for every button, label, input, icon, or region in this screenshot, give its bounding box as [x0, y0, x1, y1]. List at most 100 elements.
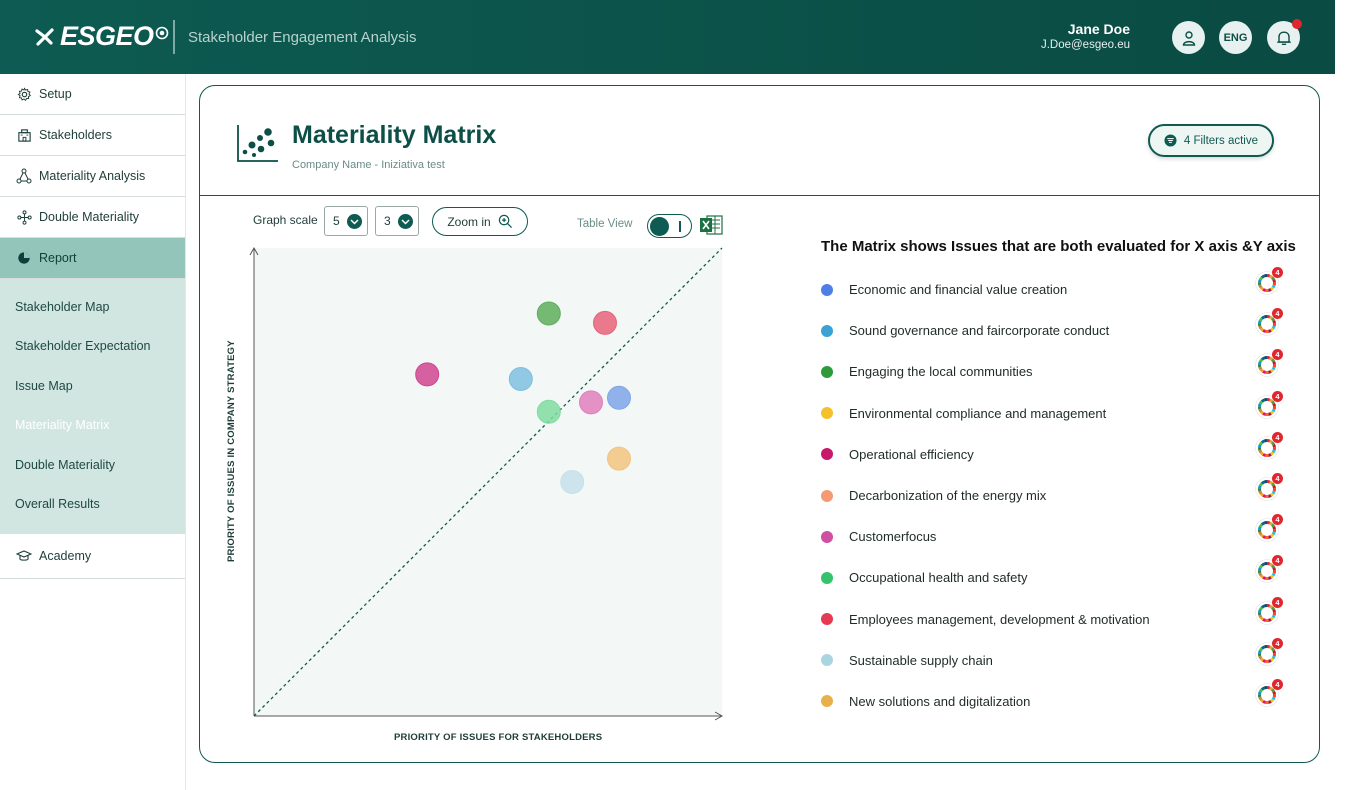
- gear-icon: [16, 86, 32, 102]
- app-section-title: Stakeholder Engagement Analysis: [188, 29, 417, 46]
- legend-color-dot: [821, 324, 833, 337]
- legend-item: Sustainable supply chain 4: [820, 637, 1283, 681]
- data-point-4[interactable]: [508, 367, 533, 391]
- network-icon: [16, 168, 32, 184]
- excel-export-icon[interactable]: [699, 214, 723, 241]
- materiality-matrix-chart: [249, 246, 724, 721]
- sdg-count-badge: 4: [1272, 308, 1283, 320]
- chevron-down-icon: [347, 214, 362, 229]
- legend-label: Occupational health and safety: [849, 570, 1028, 586]
- page-title: Materiality Matrix: [292, 121, 497, 149]
- building-icon: [16, 127, 32, 143]
- data-point-8[interactable]: [607, 446, 631, 471]
- legend-label: Employees management, development & moti…: [849, 611, 1150, 627]
- table-view-toggle[interactable]: [647, 214, 692, 238]
- data-point-3[interactable]: [415, 362, 440, 387]
- scale-x-select[interactable]: 5: [324, 206, 368, 236]
- materiality-matrix-card: Materiality Matrix Company Name - Inizia…: [199, 85, 1320, 763]
- sidebar-item-academy[interactable]: Academy: [0, 534, 185, 579]
- sdg-count-badge: 4: [1272, 472, 1283, 484]
- data-point-5[interactable]: [607, 385, 631, 410]
- sidebar-item-label: Materiality Analysis: [39, 169, 146, 183]
- legend-color-dot: [821, 448, 833, 461]
- sdg-wheel-icon[interactable]: 4: [1255, 472, 1283, 501]
- submenu-item-stakeholder-expectation[interactable]: Stakeholder Expectation: [15, 339, 151, 354]
- sdg-wheel-icon[interactable]: 4: [1255, 267, 1283, 295]
- submenu-item-issue-map[interactable]: Issue Map: [15, 378, 73, 393]
- scatter-chart-icon: [237, 124, 279, 167]
- legend-label: Engaging the local communities: [849, 364, 1033, 380]
- profile-button[interactable]: [1172, 21, 1205, 54]
- nodes-icon: [16, 209, 32, 225]
- legend-item: Engaging the local communities 4: [820, 349, 1283, 392]
- notification-dot: [1292, 19, 1302, 29]
- legend-item: Customerfocus 4: [820, 514, 1283, 557]
- sdg-wheel-icon[interactable]: 4: [1255, 596, 1283, 625]
- sdg-wheel-icon[interactable]: 4: [1255, 431, 1283, 460]
- legend-item: New solutions and digitalization 4: [820, 678, 1283, 722]
- legend-label: Sound governance and faircorporate condu…: [849, 323, 1110, 339]
- y-axis-arrow: [249, 246, 259, 256]
- diagonal-reference-line: [253, 247, 723, 717]
- sidebar-item-stakeholders[interactable]: Stakeholders: [0, 115, 185, 156]
- submenu-item-materiality-matrix[interactable]: Materiality Matrix: [15, 418, 110, 433]
- zoom-in-icon: [498, 214, 513, 229]
- data-point-1[interactable]: [536, 301, 561, 326]
- data-point-2[interactable]: [593, 310, 617, 335]
- toggle-bar: [679, 221, 681, 232]
- table-view-label: Table View: [577, 218, 633, 230]
- notifications-button[interactable]: [1267, 19, 1302, 54]
- submenu-item-double-materiality[interactable]: Double Materiality: [15, 457, 116, 472]
- legend-item: Decarbonization of the energy mix 4: [820, 472, 1283, 516]
- data-point-9[interactable]: [560, 470, 585, 494]
- legend-color-dot: [821, 407, 833, 420]
- legend-item: Economic and financial value creation 4: [820, 267, 1283, 310]
- esgeo-logo[interactable]: ESGEO: [34, 16, 169, 56]
- legend-label: New solutions and digitalization: [849, 693, 1031, 709]
- sdg-count-badge: 4: [1272, 349, 1283, 361]
- sdg-wheel-icon[interactable]: 4: [1255, 678, 1283, 707]
- scale-x-value: 5: [333, 214, 340, 228]
- legend-color-dot: [821, 283, 833, 296]
- scale-y-value: 3: [384, 214, 391, 228]
- graph-scale-label: Graph scale: [253, 213, 318, 227]
- header-divider: [173, 20, 175, 54]
- logo-text: ESGEO: [60, 20, 154, 51]
- zoom-in-button[interactable]: Zoom in: [432, 207, 528, 236]
- legend-color-dot: [821, 654, 833, 667]
- user-icon: [1182, 30, 1195, 46]
- submenu-item-overall-results[interactable]: Overall Results: [15, 497, 100, 512]
- sdg-wheel-icon[interactable]: 4: [1255, 637, 1283, 666]
- sdg-wheel-icon[interactable]: 4: [1255, 349, 1283, 378]
- legend-item: Operational efficiency 4: [820, 431, 1283, 475]
- language-button[interactable]: ENG: [1219, 21, 1252, 54]
- card-header: Materiality Matrix Company Name - Inizia…: [200, 86, 1319, 196]
- sidebar-item-label: Setup: [39, 87, 72, 101]
- scale-y-select[interactable]: 3: [375, 206, 419, 236]
- sdg-wheel-icon[interactable]: 4: [1255, 514, 1283, 542]
- x-axis-arrow: [714, 711, 724, 721]
- zoom-label: Zoom in: [447, 214, 491, 229]
- legend-color-dot: [821, 365, 833, 378]
- sidebar-item-setup[interactable]: Setup: [0, 74, 185, 115]
- page-subtitle: Company Name - Iniziativa test: [292, 159, 445, 171]
- sdg-wheel-icon[interactable]: 4: [1255, 555, 1283, 584]
- user-info: Jane Doe J.Doe@esgeo.eu: [1041, 21, 1130, 51]
- legend-item: Sound governance and faircorporate condu…: [820, 308, 1283, 351]
- sidebar-item-report[interactable]: Report: [0, 238, 185, 279]
- sidebar-item-double-materiality[interactable]: Double Materiality: [0, 197, 185, 238]
- y-axis-label: PRIORITY OF ISSUES IN COMPANY STRATEGY: [226, 340, 237, 562]
- legend-label: Decarbonization of the energy mix: [849, 488, 1047, 504]
- sdg-wheel-icon[interactable]: 4: [1255, 308, 1283, 336]
- user-email: J.Doe@esgeo.eu: [1040, 39, 1130, 51]
- data-point-7[interactable]: [536, 399, 561, 424]
- pie-icon: [16, 250, 32, 266]
- submenu-item-stakeholder-map[interactable]: Stakeholder Map: [15, 299, 110, 314]
- sidebar-item-materiality-analysis[interactable]: Materiality Analysis: [0, 156, 185, 197]
- legend-title: The Matrix shows Issues that are both ev…: [821, 238, 1296, 255]
- sdg-wheel-icon[interactable]: 4: [1255, 390, 1283, 419]
- data-point-6[interactable]: [579, 390, 603, 415]
- legend-color-dot: [821, 571, 833, 584]
- filters-button[interactable]: 4 Filters active: [1147, 124, 1274, 157]
- legend-label: Operational efficiency: [849, 446, 974, 462]
